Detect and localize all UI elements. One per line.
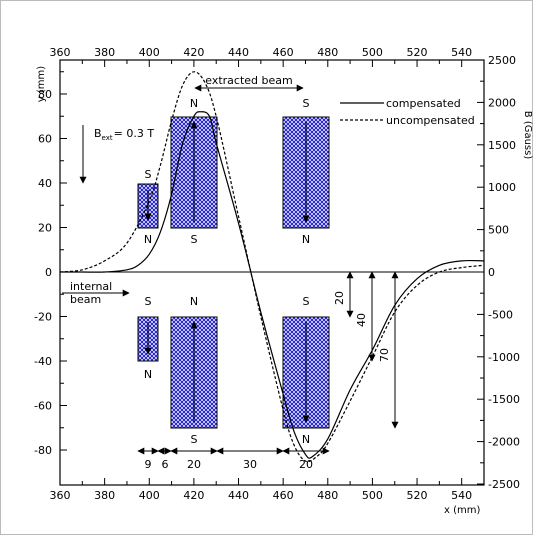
x-tick-label-bottom: 380 (94, 489, 115, 502)
y-tick-label: 40 (38, 177, 52, 190)
x-tick-label-bottom: 360 (50, 489, 71, 502)
extracted-beam-label: extracted beam (205, 74, 292, 87)
x-tick-label-top: 400 (139, 46, 160, 59)
x-tick-label-top: 460 (273, 46, 294, 59)
x-tick-label-bottom: 500 (362, 489, 383, 502)
y-tick-label: -80 (34, 444, 52, 457)
y2-tick-label: -2000 (488, 436, 520, 449)
internal-beam-label-1: internal (70, 280, 112, 293)
y-axis-title: y (mm) (36, 66, 47, 102)
height-dim-40-label: 40 (355, 313, 368, 327)
magnets (137, 116, 330, 429)
x-tick-label-bottom: 520 (407, 489, 428, 502)
extracted-beam-annotation: extracted beam (194, 74, 304, 92)
y2-tick-label: 0 (488, 266, 495, 279)
x-tick-label-bottom: 480 (317, 489, 338, 502)
y-tick-label: 60 (38, 133, 52, 146)
internal-beam-annotation: internal beam (62, 280, 130, 306)
x-axis-ticks-top: 360 380 400 420 440 460 480 500 520 540 (50, 46, 472, 67)
legend-uncompensated-label: uncompensated (386, 114, 475, 127)
y2-tick-label: 2500 (488, 54, 516, 67)
y2-tick-label: -1500 (488, 393, 520, 406)
y2-tick-label: 2000 (488, 96, 516, 109)
y2-tick-label: -1000 (488, 351, 520, 364)
x-tick-label-top: 520 (407, 46, 428, 59)
pole-lower-big2-top: S (303, 295, 310, 308)
y-tick-label: 20 (38, 222, 52, 235)
legend-compensated-label: compensated (386, 97, 461, 110)
x-tick-label-top: 420 (183, 46, 204, 59)
pole-upper-big2-top: S (303, 97, 310, 110)
x-axis-ticks-bottom: 360 380 400 420 440 460 480 500 520 540 (50, 478, 472, 502)
x-tick-label-top: 380 (94, 46, 115, 59)
y-axis-ticks-right: 2500 2000 1500 1000 500 0 -500 -1000 -1500 -2000 -… (477, 54, 520, 491)
x-tick-label-top: 480 (317, 46, 338, 59)
x-tick-label-bottom: 460 (273, 489, 294, 502)
width-dim-9-label: 9 (145, 458, 152, 471)
x-tick-label-bottom: 540 (451, 489, 472, 502)
y2-tick-label: 500 (488, 224, 509, 237)
x-tick-label-top: 540 (451, 46, 472, 59)
pole-lower-big2-bottom: N (302, 433, 310, 446)
y2-axis-title: B (Gauss) (522, 111, 533, 160)
height-dim-20-label: 20 (333, 291, 346, 305)
x-axis-title: x (mm) (444, 505, 480, 516)
x-tick-label-top: 360 (50, 46, 71, 59)
pole-upper-big1-bottom: S (191, 233, 198, 246)
x-tick-label-bottom: 440 (228, 489, 249, 502)
pole-upper-big2-bottom: N (302, 233, 310, 246)
series-compensated-line (60, 111, 485, 459)
x-tick-label-top: 500 (362, 46, 383, 59)
width-dim-20a-label: 20 (187, 458, 201, 471)
bext-label: Bext= 0.3 T (94, 127, 154, 142)
internal-beam-label-2: beam (70, 293, 101, 306)
pole-upper-small-bottom: N (144, 233, 152, 246)
y-tick-label: 80 (38, 88, 52, 101)
y-axis-ticks-left: 80 60 40 20 0 -20 -40 -60 -80 (34, 71, 67, 457)
y-tick-label: -20 (34, 311, 52, 324)
legend: compensated uncompensated (340, 97, 475, 127)
pole-lower-big1-bottom: S (191, 433, 198, 446)
x-tick-label-bottom: 400 (139, 489, 160, 502)
y2-tick-label: -2500 (488, 478, 520, 491)
y-tick-label: -40 (34, 355, 52, 368)
pole-lower-big1-top: N (190, 295, 198, 308)
y2-tick-label: 1500 (488, 139, 516, 152)
x-tick-label-top: 440 (228, 46, 249, 59)
width-dim-6-label: 6 (162, 458, 169, 471)
pole-labels: S N N S S N S N N S S N (144, 97, 310, 446)
y2-tick-label: 1000 (488, 181, 516, 194)
width-dim-30-label: 30 (243, 458, 257, 471)
pole-lower-small-bottom: N (144, 368, 152, 381)
y-tick-label: -60 (34, 400, 52, 413)
width-dimensions: 9 6 20 30 20 (137, 447, 330, 471)
width-dim-20b-label: 20 (299, 458, 313, 471)
pole-upper-big1-top: N (190, 97, 198, 110)
y2-tick-label: -500 (488, 308, 513, 321)
height-dimensions: 20 40 70 (333, 271, 399, 429)
pole-lower-small-top: S (145, 295, 152, 308)
height-dim-70-label: 70 (378, 348, 391, 362)
x-tick-label-bottom: 420 (183, 489, 204, 502)
y-tick-label: 0 (45, 266, 52, 279)
pole-upper-small-top: S (145, 168, 152, 181)
bext-annotation: Bext= 0.3 T (79, 125, 154, 184)
